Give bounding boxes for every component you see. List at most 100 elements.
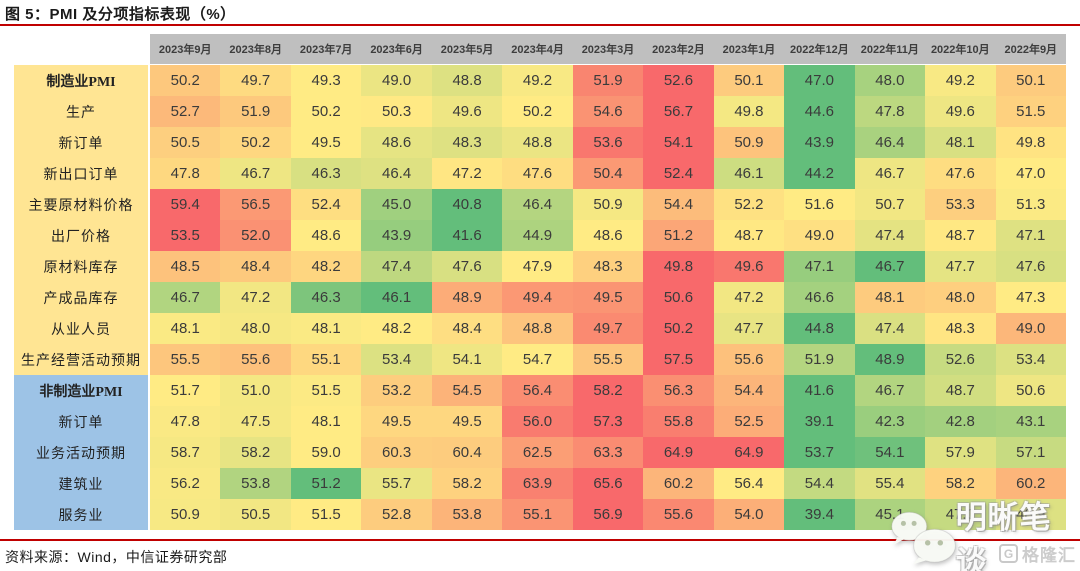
heatmap-cell: 63.9 <box>502 468 573 499</box>
heatmap-cell: 49.4 <box>502 282 573 313</box>
heatmap-cell: 50.6 <box>643 282 714 313</box>
heatmap-cell: 47.0 <box>784 65 855 96</box>
heatmap-cell: 47.2 <box>713 282 785 313</box>
heatmap-cell: 52.4 <box>643 158 714 189</box>
heatmap-cell: 51.3 <box>995 189 1066 220</box>
column-header: 2023年2月 <box>643 34 714 64</box>
heatmap-cell: 48.6 <box>572 220 644 251</box>
heatmap-cell: 53.8 <box>220 468 291 499</box>
row-label: 制造业PMI <box>14 65 150 96</box>
heatmap-cell: 63.3 <box>572 437 644 468</box>
heatmap-cell: 50.7 <box>854 189 926 220</box>
heatmap-cell: 60.4 <box>431 437 503 468</box>
heatmap-cell: 49.7 <box>572 313 644 344</box>
heatmap-cell: 48.0 <box>220 313 291 344</box>
heatmap-cell: 44.6 <box>784 96 855 127</box>
title-divider <box>0 24 1080 26</box>
heatmap-cell: 47.9 <box>502 251 573 282</box>
heatmap-cell: 50.4 <box>572 158 644 189</box>
row-label: 服务业 <box>14 499 150 530</box>
heatmap-cell: 48.8 <box>431 65 503 96</box>
heatmap-cell: 46.7 <box>854 251 926 282</box>
heatmap-cell: 52.5 <box>713 406 785 437</box>
heatmap-cell: 50.9 <box>713 127 785 158</box>
heatmap-cell: 48.7 <box>925 375 996 406</box>
heatmap-cell: 48.0 <box>925 282 996 313</box>
heatmap-cell: 52.2 <box>713 189 785 220</box>
heatmap-cell: 49.5 <box>361 406 432 437</box>
heatmap-cell: 55.8 <box>643 406 714 437</box>
heatmap-cell: 46.4 <box>854 127 926 158</box>
heatmap-cell: 48.1 <box>290 313 362 344</box>
heatmap-cell: 45.1 <box>854 499 926 530</box>
heatmap-cell: 53.5 <box>150 220 221 251</box>
heatmap-cell: 49.0 <box>784 220 855 251</box>
heatmap-cell: 49.8 <box>713 96 785 127</box>
heatmap-cell: 53.3 <box>925 189 996 220</box>
heatmap-cell: 55.6 <box>713 344 785 375</box>
heatmap-cell: 51.7 <box>150 375 221 406</box>
heatmap-cell: 44.8 <box>784 313 855 344</box>
heatmap-cell: 49.6 <box>925 96 996 127</box>
heatmap-cell: 48.3 <box>925 313 996 344</box>
heatmap-cell: 56.3 <box>643 375 714 406</box>
heatmap-cell: 49.5 <box>431 406 503 437</box>
heatmap-cell: 54.0 <box>713 499 785 530</box>
heatmap-cell: 48.3 <box>572 251 644 282</box>
heatmap-cell: 55.1 <box>290 344 362 375</box>
heatmap-cell: 56.4 <box>713 468 785 499</box>
heatmap-cell: 48.1 <box>925 127 996 158</box>
heatmap-cell: 60.3 <box>361 437 432 468</box>
heatmap-cell: 47.7 <box>925 251 996 282</box>
heatmap-cell: 48.9 <box>854 344 926 375</box>
column-header: 2023年4月 <box>502 34 573 64</box>
heatmap-cell: 62.5 <box>502 437 573 468</box>
heatmap-cell: 47.2 <box>220 282 291 313</box>
heatmap-cell: 59.4 <box>150 189 221 220</box>
heatmap-cell: 49.2 <box>502 65 573 96</box>
heatmap-cell: 46.7 <box>220 158 291 189</box>
heatmap-cell: 46.1 <box>361 282 432 313</box>
heatmap-cell: 48.3 <box>431 127 503 158</box>
heatmap-cell: 42.3 <box>854 406 926 437</box>
heatmap-cell: 57.5 <box>643 344 714 375</box>
heatmap-cell: 50.5 <box>220 499 291 530</box>
heatmap-cell: 49.0 <box>361 65 432 96</box>
heatmap-cell: 48.1 <box>150 313 221 344</box>
heatmap-cell: 54.4 <box>784 468 855 499</box>
heatmap-cell: 52.6 <box>643 65 714 96</box>
heatmap-cell: 55.7 <box>361 468 432 499</box>
heatmap-cell: 51.0 <box>220 375 291 406</box>
heatmap-cell: 48.4 <box>431 313 503 344</box>
heatmap-cell: 50.3 <box>361 96 432 127</box>
heatmap-cell: 53.8 <box>431 499 503 530</box>
heatmap-cell: 50.2 <box>220 127 291 158</box>
table-corner-spacer <box>14 34 150 64</box>
heatmap-cell: 54.1 <box>431 344 503 375</box>
column-header: 2023年8月 <box>220 34 291 64</box>
heatmap-cell: 57.9 <box>925 437 996 468</box>
heatmap-cell: 47.1 <box>995 220 1066 251</box>
figure-title: 图 5：PMI 及分项指标表现（%） <box>5 6 236 23</box>
heatmap-cell: 51.5 <box>995 96 1066 127</box>
heatmap-cell: 47.6 <box>502 158 573 189</box>
heatmap-cell: 47.8 <box>150 406 221 437</box>
heatmap-cell: 53.2 <box>361 375 432 406</box>
row-label: 出厂价格 <box>14 220 150 251</box>
heatmap-cell: 56.9 <box>572 499 644 530</box>
heatmap-cell: 58.2 <box>431 468 503 499</box>
heatmap-cell: 52.0 <box>220 220 291 251</box>
heatmap-cell: 51.2 <box>290 468 362 499</box>
heatmap-cell: 60.2 <box>643 468 714 499</box>
heatmap-cell: 59.0 <box>290 437 362 468</box>
heatmap-cell: 56.0 <box>502 406 573 437</box>
row-label: 生产 <box>14 96 150 127</box>
heatmap-cell: 49.8 <box>995 127 1066 158</box>
heatmap-cell: 55.6 <box>220 344 291 375</box>
heatmap-cell: 53.6 <box>572 127 644 158</box>
heatmap-cell: 50.2 <box>150 65 221 96</box>
heatmap-cell: 48.1 <box>290 406 362 437</box>
heatmap-cell: 50.2 <box>290 96 362 127</box>
heatmap-cell: 50.5 <box>150 127 221 158</box>
